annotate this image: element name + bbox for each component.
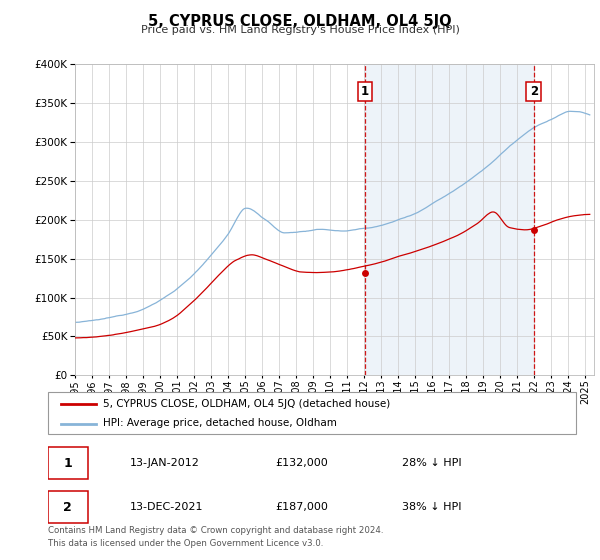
Text: 2: 2 (64, 501, 72, 514)
Text: 38% ↓ HPI: 38% ↓ HPI (402, 502, 461, 512)
Text: Price paid vs. HM Land Registry's House Price Index (HPI): Price paid vs. HM Land Registry's House … (140, 25, 460, 35)
Text: 1: 1 (361, 85, 369, 98)
Text: 1: 1 (64, 456, 72, 470)
Text: 13-DEC-2021: 13-DEC-2021 (130, 502, 203, 512)
FancyBboxPatch shape (48, 491, 88, 523)
Text: £132,000: £132,000 (275, 458, 328, 468)
FancyBboxPatch shape (48, 447, 88, 479)
Text: 28% ↓ HPI: 28% ↓ HPI (402, 458, 461, 468)
Text: 13-JAN-2012: 13-JAN-2012 (130, 458, 200, 468)
Text: 5, CYPRUS CLOSE, OLDHAM, OL4 5JQ (detached house): 5, CYPRUS CLOSE, OLDHAM, OL4 5JQ (detach… (103, 399, 391, 409)
Text: HPI: Average price, detached house, Oldham: HPI: Average price, detached house, Oldh… (103, 418, 337, 428)
Text: This data is licensed under the Open Government Licence v3.0.: This data is licensed under the Open Gov… (48, 539, 323, 548)
Text: 5, CYPRUS CLOSE, OLDHAM, OL4 5JQ: 5, CYPRUS CLOSE, OLDHAM, OL4 5JQ (148, 14, 452, 29)
Text: 2: 2 (530, 85, 538, 98)
Text: Contains HM Land Registry data © Crown copyright and database right 2024.: Contains HM Land Registry data © Crown c… (48, 526, 383, 535)
Text: £187,000: £187,000 (275, 502, 328, 512)
FancyBboxPatch shape (48, 392, 576, 434)
Bar (365, 64, 534, 375)
